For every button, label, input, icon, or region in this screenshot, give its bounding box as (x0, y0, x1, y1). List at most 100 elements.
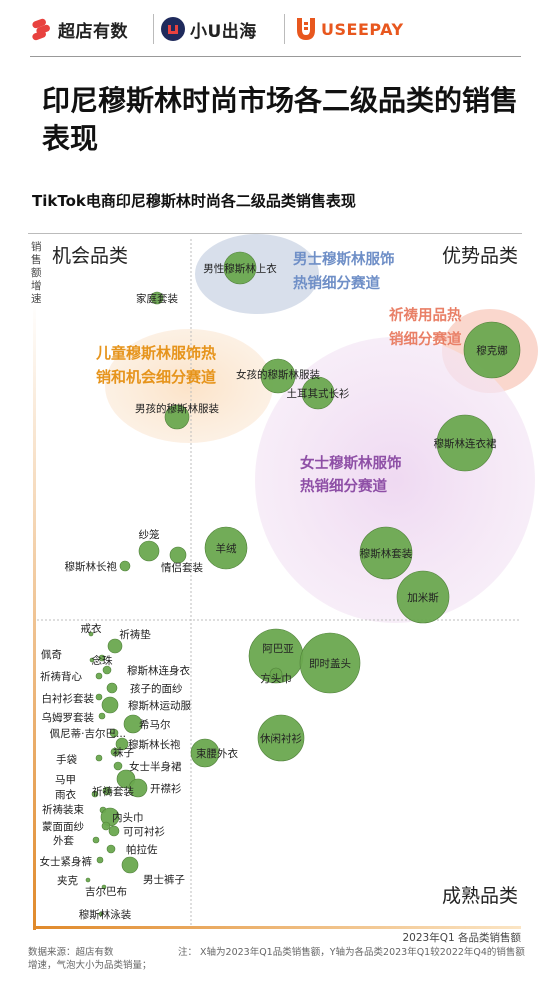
bubble-label: 羊绒 (216, 542, 237, 555)
bubble-point (101, 884, 107, 890)
bubble-label: 祈祷背心 (40, 670, 82, 683)
kids-zone-label-line2: 销和机会细分赛道 (96, 368, 216, 386)
bubble-point (119, 560, 131, 572)
bubble-label: 帕拉佐 (126, 843, 158, 856)
bubble-point (164, 404, 190, 430)
bubble-labels: 男性穆斯林上衣家庭套装穆克娜女孩的穆斯林服装土耳其式长衫男孩的穆斯林服装穆斯林连… (40, 262, 508, 921)
xiaou-logo: 小U出海 (160, 14, 257, 44)
footer-note: 注： X轴为2023年Q1品类销售额，Y轴为各品类2023年Q1较2022年Q4… (28, 947, 525, 971)
bubble-point (92, 836, 100, 844)
bubble-point (190, 738, 220, 768)
bubble-label: 土耳其式长衫 (287, 387, 350, 400)
chaodian-logo: 超店有数 (30, 14, 128, 44)
logo-divider (284, 14, 285, 44)
bubble-point (359, 526, 413, 580)
bubble-label: 夹克 (57, 874, 78, 887)
bubble-label: 雨衣 (55, 788, 76, 801)
chaodian-logo-text: 超店有数 (58, 21, 128, 42)
bubble-point (98, 654, 106, 662)
bubbles (85, 251, 521, 917)
bubble-point (463, 321, 521, 379)
bubble-label: 蒙面面纱 (42, 820, 84, 833)
kids-zone-bg (105, 329, 273, 443)
logo-divider (153, 14, 154, 44)
bubble-label: 戒衣 (81, 622, 102, 635)
bubble-label: 袜子 (113, 746, 134, 759)
bubble-point (396, 570, 450, 624)
bubble-point (95, 754, 103, 762)
bubble-label: 祈祷装束 (42, 803, 84, 816)
bubble-label: 内头巾 (112, 811, 144, 824)
zone-labels: 男士穆斯林服饰 热销细分赛道 儿童穆斯林服饰热 销和机会细分赛道 祈祷用品热 销… (95, 250, 462, 495)
bubble-point (269, 667, 283, 681)
bubble-label: 祈祷垫 (119, 628, 151, 641)
bubble-point (88, 631, 94, 637)
women-zone-label-line1: 女士穆斯林服饰 (300, 454, 402, 472)
bubble-point (115, 737, 129, 751)
bubble-label: 念珠 (92, 654, 113, 667)
bubble-point (121, 856, 139, 874)
bubble-label: 穆斯林连衣裙 (434, 437, 497, 450)
bubble-point (260, 358, 296, 394)
quadrant-mature-label: 成熟品类 (442, 885, 518, 907)
chaodian-logo-icon (32, 18, 50, 41)
bubble-point (109, 728, 119, 738)
bubble-label: 女孩的穆斯林服装 (236, 368, 320, 381)
bubble-label: 佩奇 (41, 648, 62, 661)
bubble-label: 家庭套装 (136, 292, 178, 305)
bubble-point (204, 526, 248, 570)
kids-zone-label-line1: 儿童穆斯林服饰热 (95, 344, 216, 362)
bubble-label: 佩尼蒂·吉尔巴... (50, 727, 126, 740)
bubble-label: 方头巾 (260, 672, 292, 685)
women-zone-bg (255, 337, 535, 623)
useepay-logo-text: USEEPAY (321, 19, 404, 39)
x-axis-label: 2023年Q1 各品类销售额 (402, 931, 521, 944)
prayer-zone-label-line2: 销细分赛道 (389, 330, 462, 348)
bubble-point (102, 665, 112, 675)
useepay-logo: USEEPAY (295, 14, 404, 44)
header-divider (30, 56, 521, 57)
bubble-point (108, 825, 120, 837)
bubble-label: 开襟衫 (150, 782, 182, 795)
footer: 数据来源：超店有数 注： X轴为2023年Q1品类销售额，Y轴为各品类2023年Q… (28, 946, 528, 972)
chart-top-border (28, 233, 522, 234)
bubble-point (257, 714, 305, 762)
bubble-label: 休闲衬衫 (260, 732, 302, 745)
bubble-label: 吉尔巴布 (85, 885, 127, 898)
bubble-label: 穆斯林泳装 (79, 908, 132, 921)
xiaou-logo-icon (161, 17, 185, 41)
bubble-point (138, 540, 160, 562)
bubble-point (98, 911, 104, 917)
chart-subtitle: TikTok电商印尼穆斯林时尚各二级品类销售表现 (32, 192, 356, 210)
bubble-point (436, 414, 494, 472)
bubble-point (89, 657, 95, 663)
bubble-label: 孩子的面纱 (130, 682, 183, 695)
x-axis-bar (33, 926, 521, 929)
bubble-label: 穆斯林运动服 (128, 699, 191, 712)
bubble-point (106, 682, 118, 694)
bubble-label: 外套 (53, 834, 74, 847)
men-zone-label-line1: 男士穆斯林服饰 (293, 250, 395, 268)
bubble-label: 女士半身裙 (129, 760, 182, 773)
bubble-label: 穆斯林长袍 (128, 738, 181, 751)
bubble-point (101, 696, 119, 714)
bubble-label: 男性穆斯林上衣 (203, 262, 277, 275)
bubble-point (98, 712, 106, 720)
bubble-label: 男士裤子 (143, 873, 185, 886)
bubble-label: 穆斯林连身衣 (127, 664, 190, 677)
bubble-point (95, 672, 103, 680)
bubble-label: 马甲 (55, 774, 76, 786)
bubble-point (102, 786, 112, 796)
bubble-label: 穆克娜 (476, 344, 508, 357)
bubble-point (91, 790, 99, 798)
bubble-label: 可可衬衫 (123, 825, 165, 838)
useepay-logo-icon (297, 18, 315, 40)
bubble-point (301, 376, 335, 410)
bubble-point (150, 291, 164, 305)
bubble-point (113, 761, 123, 771)
bubble-label: 祈祷套装 (92, 785, 134, 798)
bubble-label: 女士紧身裤 (40, 855, 93, 868)
bubble-point (106, 844, 116, 854)
bubble-point (299, 632, 361, 694)
